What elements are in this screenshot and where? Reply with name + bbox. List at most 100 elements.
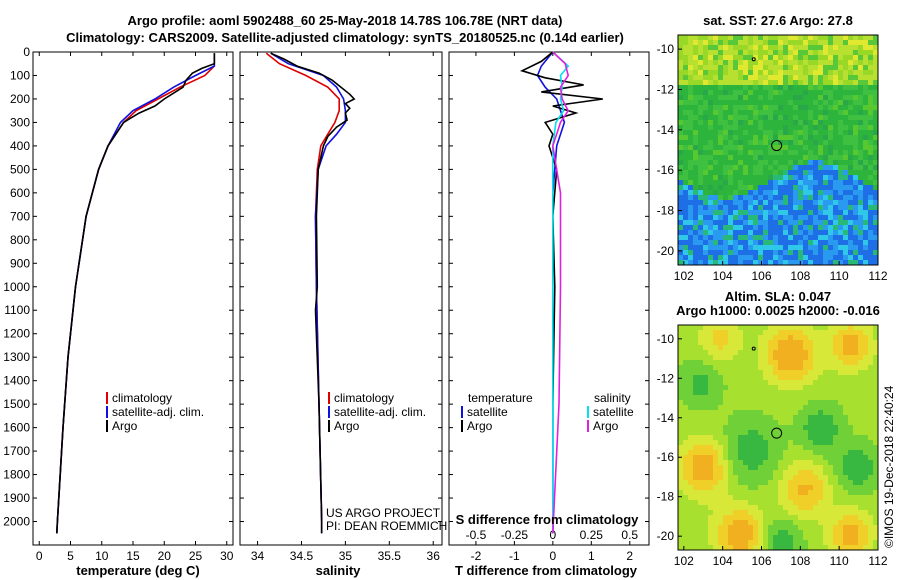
map-cell bbox=[753, 355, 759, 361]
map-cell bbox=[728, 540, 734, 546]
map-cell bbox=[838, 480, 844, 486]
map-cell bbox=[678, 370, 684, 376]
map-cell bbox=[693, 100, 699, 106]
map-cell bbox=[843, 190, 849, 196]
map-cell bbox=[688, 370, 694, 376]
map-cell bbox=[798, 355, 804, 361]
map-cell bbox=[863, 35, 869, 41]
map-cell bbox=[763, 120, 769, 126]
map-cell bbox=[833, 235, 839, 241]
map-cell bbox=[788, 530, 794, 536]
map-cell bbox=[788, 145, 794, 151]
map-cell bbox=[718, 425, 724, 431]
map-cell bbox=[863, 195, 869, 201]
map-cell bbox=[758, 115, 764, 121]
map-cell bbox=[698, 410, 704, 416]
map-cell bbox=[823, 460, 829, 466]
map-cell bbox=[698, 475, 704, 481]
map-cell bbox=[823, 190, 829, 196]
map-cell bbox=[818, 475, 824, 481]
map-cell bbox=[758, 140, 764, 146]
map-cell bbox=[713, 205, 719, 211]
map-cell bbox=[853, 165, 859, 171]
map-cell bbox=[713, 515, 719, 521]
map-cell bbox=[763, 355, 769, 361]
map-cell bbox=[833, 250, 839, 256]
map-cell bbox=[808, 395, 814, 401]
map-cell bbox=[758, 340, 764, 346]
map-cell bbox=[788, 335, 794, 341]
map-cell bbox=[853, 155, 859, 161]
map-cell bbox=[803, 50, 809, 56]
map-cell bbox=[833, 370, 839, 376]
map-cell bbox=[733, 440, 739, 446]
map-cell bbox=[688, 95, 694, 101]
map-cell bbox=[728, 355, 734, 361]
map-cell bbox=[788, 110, 794, 116]
map-cell bbox=[848, 450, 854, 456]
map-cell bbox=[748, 130, 754, 136]
map-cell bbox=[873, 360, 879, 366]
map-cell bbox=[743, 500, 749, 506]
map-cell bbox=[858, 90, 864, 96]
map-cell bbox=[773, 355, 779, 361]
map-cell bbox=[833, 440, 839, 446]
map-cell bbox=[813, 45, 819, 51]
map-cell bbox=[773, 190, 779, 196]
map-cell bbox=[828, 240, 834, 246]
map-cell bbox=[838, 490, 844, 496]
map-cell bbox=[868, 230, 874, 236]
map-cell bbox=[848, 180, 854, 186]
map-cell bbox=[843, 350, 849, 356]
map-cell bbox=[738, 525, 744, 531]
map-cell bbox=[678, 440, 684, 446]
map-cell bbox=[868, 85, 874, 91]
map-cell bbox=[768, 35, 774, 41]
map-cell bbox=[863, 115, 869, 121]
map-cell bbox=[768, 125, 774, 131]
map-cell bbox=[768, 390, 774, 396]
map-cell bbox=[808, 465, 814, 471]
map-cell bbox=[813, 410, 819, 416]
map-cell bbox=[718, 340, 724, 346]
map-cell bbox=[683, 450, 689, 456]
map-cell bbox=[813, 475, 819, 481]
map-cell bbox=[823, 80, 829, 86]
map-cell bbox=[778, 215, 784, 221]
map-cell bbox=[708, 480, 714, 486]
map-cell bbox=[683, 500, 689, 506]
map-cell bbox=[833, 345, 839, 351]
map-cell bbox=[688, 150, 694, 156]
map-cell bbox=[783, 510, 789, 516]
map-cell bbox=[768, 445, 774, 451]
map-cell bbox=[678, 35, 684, 41]
map-cell bbox=[788, 160, 794, 166]
map-cell bbox=[698, 520, 704, 526]
map-cell bbox=[793, 395, 799, 401]
map-cell bbox=[803, 95, 809, 101]
map-cell bbox=[793, 380, 799, 386]
map-cell bbox=[718, 540, 724, 546]
map-cell bbox=[843, 85, 849, 91]
map-cell bbox=[698, 140, 704, 146]
map-cell bbox=[813, 345, 819, 351]
map-cell bbox=[748, 335, 754, 341]
map-cell bbox=[738, 170, 744, 176]
map-cell bbox=[798, 170, 804, 176]
map-cell bbox=[718, 395, 724, 401]
map-cell bbox=[688, 125, 694, 131]
map-cell bbox=[723, 55, 729, 61]
map-cell bbox=[733, 345, 739, 351]
map-cell bbox=[738, 255, 744, 261]
map-cell bbox=[798, 130, 804, 136]
map-cell bbox=[843, 245, 849, 251]
map-cell bbox=[728, 250, 734, 256]
map-cell bbox=[818, 135, 824, 141]
map-cell bbox=[693, 65, 699, 71]
map-cell bbox=[853, 260, 859, 266]
map-cell bbox=[773, 410, 779, 416]
map-cell bbox=[803, 440, 809, 446]
map-cell bbox=[773, 40, 779, 46]
legend-label-satellite: satellite-adj. clim. bbox=[112, 405, 204, 419]
map-cell bbox=[748, 35, 754, 41]
